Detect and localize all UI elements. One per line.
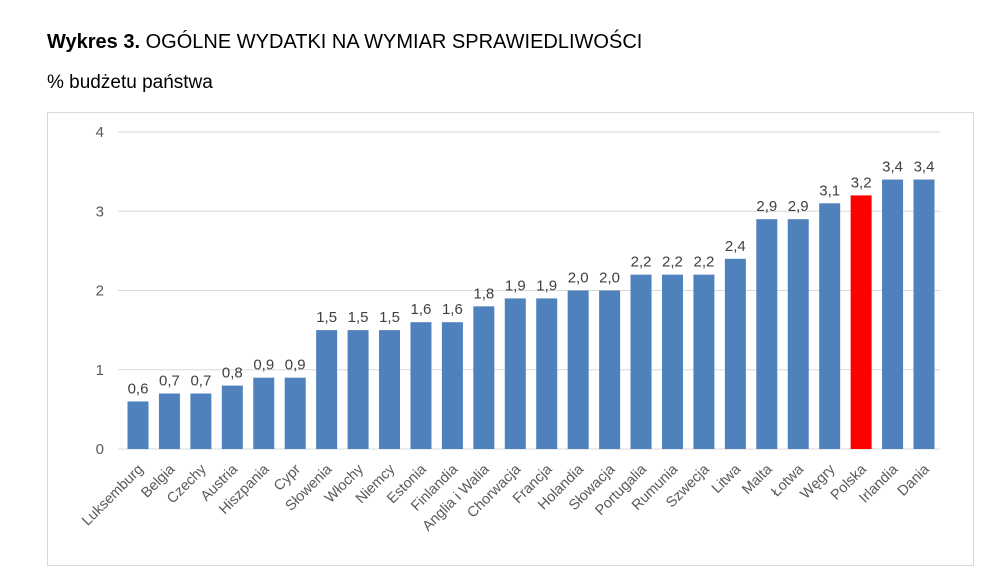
bar-14 bbox=[567, 290, 589, 449]
x-tick-label: Dania bbox=[895, 461, 934, 500]
data-label: 3,4 bbox=[914, 159, 935, 176]
y-tick-label: 3 bbox=[96, 203, 104, 220]
bar-21 bbox=[787, 219, 809, 449]
bar-16 bbox=[630, 274, 652, 449]
bar-24 bbox=[882, 179, 904, 450]
bar-25 bbox=[913, 179, 935, 450]
y-tick-label: 1 bbox=[96, 362, 104, 379]
bar-13 bbox=[536, 298, 558, 449]
chart-subtitle: % budżetu państwa bbox=[47, 72, 213, 93]
data-label: 3,4 bbox=[882, 159, 903, 176]
data-label: 0,7 bbox=[190, 373, 211, 390]
bar-1 bbox=[158, 393, 180, 449]
data-label: 0,9 bbox=[253, 357, 274, 374]
y-tick-label: 2 bbox=[96, 283, 104, 300]
data-label: 1,9 bbox=[505, 277, 526, 294]
data-label: 2,4 bbox=[725, 238, 746, 255]
bar-3 bbox=[221, 385, 243, 449]
data-label: 2,2 bbox=[662, 254, 683, 271]
data-label: 1,6 bbox=[442, 301, 463, 318]
data-label: 2,2 bbox=[693, 254, 714, 271]
data-label: 1,5 bbox=[316, 309, 337, 326]
chart-title: Wykres 3. OGÓLNE WYDATKI NA WYMIAR SPRAW… bbox=[47, 31, 642, 54]
bar-22 bbox=[819, 203, 841, 449]
bar-6 bbox=[316, 330, 338, 449]
bar-15 bbox=[599, 290, 621, 449]
bar-17 bbox=[661, 274, 683, 449]
bar-8 bbox=[379, 330, 401, 449]
bar-18 bbox=[693, 274, 715, 449]
data-label: 0,6 bbox=[128, 380, 149, 397]
y-tick-label: 4 bbox=[96, 124, 104, 141]
data-label: 2,9 bbox=[756, 198, 777, 215]
data-label: 2,9 bbox=[788, 198, 809, 215]
data-label: 2,2 bbox=[631, 254, 652, 271]
bar-11 bbox=[473, 306, 495, 449]
data-label: 0,7 bbox=[159, 373, 180, 390]
data-label: 2,0 bbox=[568, 270, 589, 287]
data-label: 1,5 bbox=[379, 309, 400, 326]
bar-23 bbox=[850, 195, 872, 449]
data-label: 3,1 bbox=[819, 182, 840, 199]
bar-7 bbox=[347, 330, 369, 449]
data-label: 3,2 bbox=[851, 174, 872, 191]
bar-10 bbox=[441, 322, 463, 449]
data-label: 2,0 bbox=[599, 270, 620, 287]
x-tick-label: Luksemburg bbox=[79, 462, 147, 530]
bar-4 bbox=[253, 377, 275, 449]
data-label: 1,5 bbox=[348, 309, 369, 326]
bar-12 bbox=[504, 298, 526, 449]
y-tick-label: 0 bbox=[96, 441, 104, 458]
data-label: 0,8 bbox=[222, 365, 243, 382]
data-label: 1,6 bbox=[411, 301, 432, 318]
chart-title-prefix: Wykres 3. bbox=[47, 31, 141, 53]
bar-19 bbox=[724, 258, 746, 449]
data-label: 1,8 bbox=[473, 285, 494, 302]
x-tick-label: Litwa bbox=[709, 461, 745, 497]
chart-frame bbox=[47, 112, 974, 566]
data-label: 1,9 bbox=[536, 277, 557, 294]
bar-0 bbox=[127, 401, 149, 449]
chart-title-text: OGÓLNE WYDATKI NA WYMIAR SPRAWIEDLIWOŚCI bbox=[145, 31, 643, 53]
data-label: 0,9 bbox=[285, 357, 306, 374]
bar-5 bbox=[284, 377, 306, 449]
bar-9 bbox=[410, 322, 432, 449]
bar-20 bbox=[756, 219, 778, 449]
bar-2 bbox=[190, 393, 212, 449]
